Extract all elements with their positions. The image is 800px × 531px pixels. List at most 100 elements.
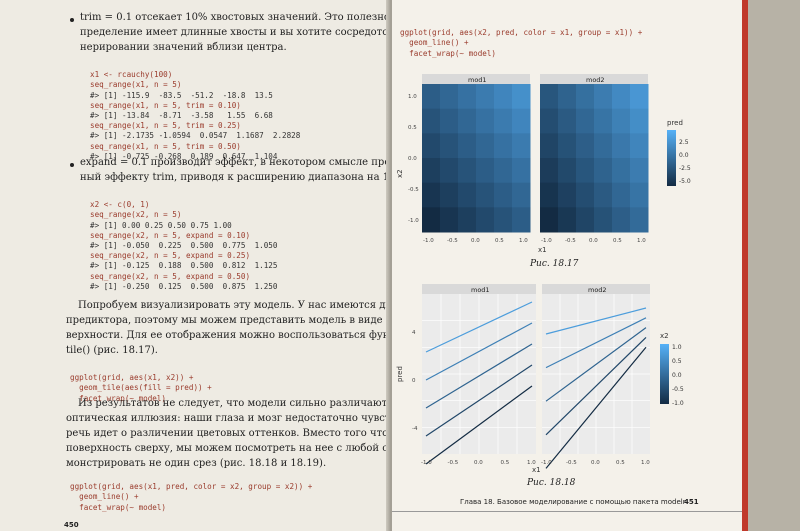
heatmap-tile [440, 182, 459, 208]
left-page-number: 450 [64, 521, 79, 529]
x-tick-label: 1.0 [637, 238, 646, 244]
para2-line1: Из результатов не следует, что модели си… [78, 398, 388, 409]
fig1-y-ticks: 1.0 0.5 0.0 -0.5 -1.0 [408, 94, 419, 224]
para2-line5: монстрировать не один срез (рис. 18.18 и… [66, 458, 327, 469]
heatmap-tile [512, 182, 531, 208]
bullet-dot [70, 18, 74, 22]
facet-label: mod2 [588, 286, 607, 294]
heatmap-tile [476, 84, 495, 110]
fig2-ylabel: pred [396, 366, 404, 382]
heatmap-tile [512, 158, 531, 184]
y-tick-label: 0 [412, 378, 416, 384]
heatmap-tile [612, 84, 631, 110]
fig1-x-ticks: -1.0 -0.5 0.0 0.5 1.0 -1.0 -0.5 0.0 0.5 1.0 [423, 238, 646, 244]
heatmap-tile [630, 108, 649, 134]
heatmap-tile [458, 133, 477, 159]
x-tick-label: 0.5 [616, 460, 625, 466]
x-tick-label: 1.0 [641, 460, 650, 466]
heatmap-tile [576, 84, 595, 110]
fig1-legend-colorbar [667, 130, 676, 186]
heatmap-tile [494, 84, 513, 110]
heatmap-tile [422, 207, 441, 233]
fig1-legend-tick: -2.5 [679, 165, 691, 172]
heatmap-tile [558, 108, 577, 134]
para2-line3: речь идет о различении цветовых оттенков… [66, 428, 388, 439]
fig2-panel-mod1: mod1 [422, 284, 536, 465]
bullet1-line2: пределение имеет длинные хвосты и вы хот… [80, 27, 388, 38]
y-tick-label: 4 [412, 330, 416, 336]
y-tick-label: -0.5 [408, 187, 419, 193]
para1-line3: верхности. Для ее отображения можно восп… [66, 330, 388, 341]
series-line [545, 346, 647, 469]
series-line [425, 385, 533, 465]
heatmap-tile [558, 133, 577, 159]
x-tick-label: -0.5 [447, 238, 458, 244]
fig2-x-ticks: -1.0 -0.5 0.0 0.5 1.0 -1.0 -0.5 0.0 0.5 1.0 [421, 460, 650, 466]
series-line [545, 336, 647, 436]
fig1-ylabel: x2 [396, 169, 404, 178]
heatmap-tile [594, 207, 613, 233]
y-tick-label: -1.0 [408, 218, 419, 224]
x-tick-label: 0.0 [591, 460, 600, 466]
heatmap-tile [612, 158, 631, 184]
bullet2-line1: expand = 0.1 производит эффект, в некото… [80, 157, 388, 168]
para2-line2: оптическая иллюзия: наши глаза и мозг не… [66, 413, 388, 424]
y-tick-label: 0.0 [408, 156, 417, 162]
heatmap-tile [512, 207, 531, 233]
heatmap-tile [540, 207, 559, 233]
bullet1-line3: нерировании значений вблизи центра. [80, 42, 287, 53]
heatmap-tile [422, 182, 441, 208]
x-tick-label: 0.0 [471, 238, 480, 244]
para2-line4: поверхность сверху, мы можем посмотреть … [66, 443, 388, 454]
facet-label: mod2 [586, 76, 605, 84]
fig1-legend-tick: -5.0 [679, 178, 691, 185]
series-line [425, 343, 533, 409]
fig2-legend-tick: -0.5 [672, 386, 684, 393]
heatmap-tile [476, 182, 495, 208]
heatmap-tile [476, 207, 495, 233]
series-line [545, 317, 647, 369]
heatmap-tile [558, 158, 577, 184]
heatmap-tile [576, 133, 595, 159]
running-footer: Глава 18. Базовое моделирование с помощь… [460, 498, 686, 506]
bullet2-line2: ный эффекту trim, приводя к расширению д… [80, 172, 388, 183]
heatmap-tile [558, 182, 577, 208]
heatmap-tile [594, 158, 613, 184]
heatmap-tile [440, 108, 459, 134]
fig1-legend: pred 2.5 0.0 -2.5 -5.0 [667, 119, 691, 186]
page-edges [742, 0, 800, 531]
facet-strip [422, 284, 536, 294]
fig1-panel-mod2: mod2 [540, 74, 649, 233]
x-tick-label: 1.0 [519, 238, 528, 244]
heatmap-tile [440, 84, 459, 110]
x-tick-label: -0.5 [565, 238, 576, 244]
heatmap-tile [540, 84, 559, 110]
code-block-1: x1 <- rcauchy(100) seq_range(x1, n = 5) … [90, 70, 301, 161]
fig2-legend-tick: 0.0 [672, 372, 682, 379]
y-tick-label: 0.5 [408, 125, 417, 131]
heatmap-tile [558, 84, 577, 110]
figure-18-18: pred 40-4 mod1 mod2 -1.0 -0.5 0.0 0.5 1.0 -1.… [396, 284, 684, 474]
fig1-legend-title: pred [667, 119, 683, 127]
heatmap-tile [594, 133, 613, 159]
footer-rule [392, 511, 742, 512]
x-tick-label: -1.0 [423, 238, 434, 244]
heatmap-tile [612, 182, 631, 208]
heatmap-tile [594, 182, 613, 208]
heatmap-tile [558, 207, 577, 233]
heatmap-tile [612, 133, 631, 159]
code-block-4: ggplot(grid, aes(x1, pred, color = x2, g… [70, 482, 313, 512]
fig2-panel-mod2: mod2 [542, 284, 650, 469]
x-tick-label: 1.0 [527, 460, 536, 466]
x-tick-label: -0.5 [566, 460, 577, 466]
code-block-top: ggplot(grid, aes(x2, pred, color = x1, g… [400, 28, 643, 58]
heatmap-tile [594, 84, 613, 110]
heatmap-tile [512, 133, 531, 159]
heatmap-tile [540, 182, 559, 208]
heatmap-tile [440, 207, 459, 233]
heatmap-tile [494, 108, 513, 134]
x-tick-label: 0.0 [474, 460, 483, 466]
book-spine [386, 0, 396, 531]
x-tick-label: -1.0 [421, 460, 432, 466]
heatmap-tile [494, 158, 513, 184]
